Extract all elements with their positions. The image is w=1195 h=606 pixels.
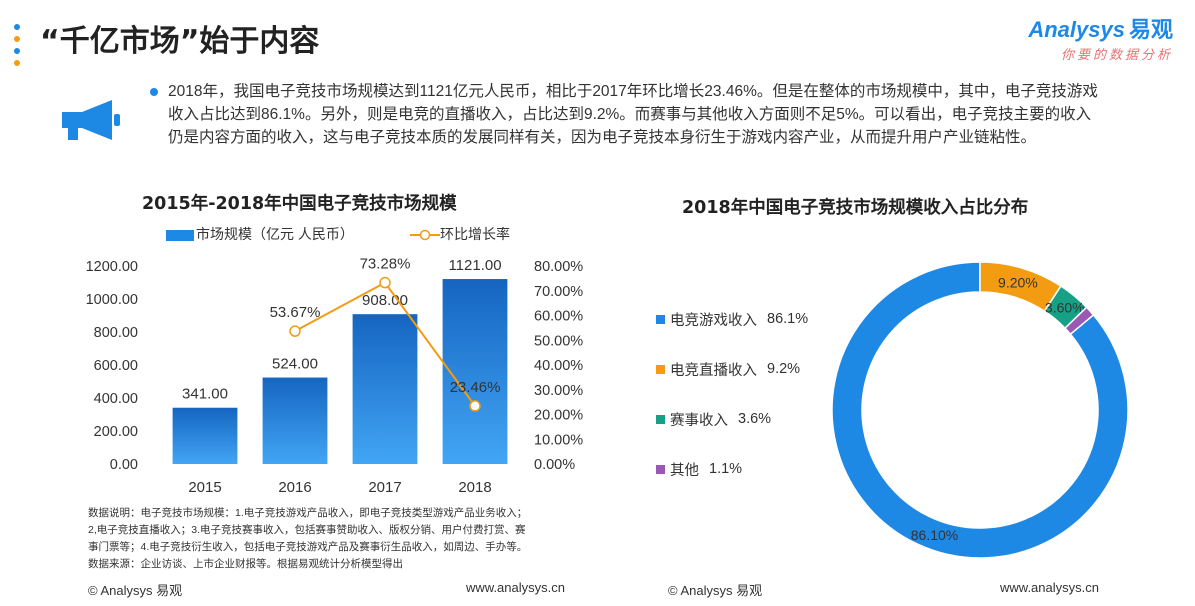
donut-chart: 86.10% 9.20% 3.60%	[831, 261, 1129, 559]
legend-swatch	[656, 464, 665, 474]
summary-text: 2018年，我国电子竞技市场规模达到1121亿元人民币，相比于2017年环比增长…	[168, 83, 1098, 146]
pie-legend-item: 电竞游戏收入 86.1%	[656, 294, 808, 344]
legend-value: 3.6%	[738, 411, 772, 427]
note-line: 数据说明：电子竞技市场规模：1.电子竞技游戏产品收入，即电子竞技类型游戏产品业务…	[88, 507, 528, 519]
y2-tick-label: 70.00%	[534, 284, 583, 300]
legend-label: 电竞游戏收入	[670, 312, 757, 329]
decorative-dots	[14, 24, 22, 72]
brand-name: Analysys	[1028, 17, 1125, 42]
page-title: “千亿市场”始于内容	[40, 24, 320, 59]
y2-tick-label: 30.00%	[534, 383, 583, 399]
bar	[262, 377, 328, 464]
brand-slogan: 你要的数据分析	[1060, 47, 1173, 62]
megaphone-icon	[62, 100, 120, 140]
line-point	[379, 276, 391, 289]
bar-data-label: 1121.00	[448, 257, 501, 274]
bar-legend-label: 市场规模（亿元 人民币）	[196, 226, 354, 242]
y-tick-label: 0.00	[110, 457, 138, 473]
footer-copyright-right: © Analysys 易观	[668, 583, 763, 598]
data-notes: 数据说明：电子竞技市场规模：1.电子竞技游戏产品收入，即电子竞技类型游戏产品业务…	[88, 505, 578, 573]
slice-label: 3.60%	[1045, 300, 1085, 316]
line-legend-label: 环比增长率	[440, 226, 510, 242]
bar-data-label: 524.00	[272, 356, 318, 373]
bar-data-label: 908.00	[362, 292, 408, 309]
bar	[172, 407, 238, 464]
y2-tick-label: 50.00%	[534, 333, 583, 349]
legend-swatch	[656, 314, 665, 324]
footer-url-right: www.analysys.cn	[1000, 580, 1099, 595]
note-line: 数据来源：企业访谈、上市企业财报等。根据易观统计分析模型得出	[88, 558, 403, 570]
y2-tick-label: 40.00%	[534, 358, 583, 374]
summary-paragraph: 2018年，我国电子竞技市场规模达到1121亿元人民币，相比于2017年环比增长…	[150, 80, 1098, 149]
line-point	[289, 325, 301, 337]
line-data-label: 73.28%	[360, 256, 411, 273]
line-data-label: 23.46%	[450, 379, 501, 396]
bullet-icon	[150, 88, 158, 96]
bar	[352, 314, 418, 464]
legend-value: 9.2%	[767, 361, 801, 377]
legend-swatch	[656, 414, 665, 424]
y-tick-label: 400.00	[94, 391, 138, 407]
dot	[14, 60, 20, 66]
y-tick-label: 200.00	[94, 424, 138, 440]
bar-chart-title: 2015年-2018年中国电子竞技市场规模	[142, 194, 457, 214]
y-tick-label: 800.00	[94, 325, 138, 341]
pie-legend-item: 赛事收入 3.6%	[656, 394, 808, 444]
pie-legend-item: 其他 1.1%	[656, 444, 808, 494]
y2-tick-label: 20.00%	[534, 408, 583, 424]
y2-tick-label: 0.00%	[534, 457, 575, 473]
slice-label: 86.10%	[911, 527, 958, 543]
dot	[14, 24, 20, 30]
dot	[14, 48, 20, 54]
note-line: 2,电子竞技直播收入；3.电子竞技赛事收入，包括赛事赞助收入、版权分销、用户付费…	[88, 524, 526, 536]
bar-legend-swatch	[166, 229, 194, 241]
line-data-label: 53.67%	[270, 304, 321, 321]
y-tick-label: 1000.00	[86, 292, 138, 308]
legend-value: 1.1%	[709, 461, 743, 477]
bar-chart: 0.00 200.00 400.00 600.00 800.00 1000.00 1200.…	[86, 256, 584, 496]
legend-swatch	[656, 364, 665, 374]
slice-label: 9.20%	[998, 275, 1038, 291]
bar-data-label: 341.00	[182, 386, 228, 403]
line-legend-item: 环比增长率	[410, 224, 510, 244]
legend-label: 赛事收入	[670, 412, 728, 429]
bar-legend-item: 市场规模（亿元 人民币）	[166, 224, 354, 244]
legend-label: 其他	[670, 462, 699, 479]
legend-label: 电竞直播收入	[670, 362, 757, 379]
brand-name-cn: 易观	[1128, 17, 1173, 42]
x-tick-label: 2018	[458, 479, 491, 496]
pie-legend: 电竞游戏收入 86.1% 电竞直播收入 9.2% 赛事收入 3.6% 其他 1.…	[656, 294, 808, 494]
donut-slice	[831, 261, 1129, 559]
x-tick-label: 2017	[368, 479, 401, 496]
y2-tick-label: 10.00%	[534, 432, 583, 448]
pie-legend-item: 电竞直播收入 9.2%	[656, 344, 808, 394]
bar	[442, 279, 508, 464]
footer-copyright-left: © Analysys 易观	[88, 583, 183, 598]
y2-tick-label: 80.00%	[534, 259, 583, 275]
x-tick-label: 2016	[278, 479, 311, 496]
donut-slice	[1063, 306, 1095, 336]
dot	[14, 36, 20, 42]
pie-chart-title: 2018年中国电子竞技市场规模收入占比分布	[682, 198, 1029, 218]
note-line: 事门票等；4.电子竞技衍生收入，包括电子竞技游戏产品及赛事衍生品收入，如周边、手…	[88, 541, 528, 553]
legend-value: 86.1%	[767, 311, 809, 327]
footer-url-left: www.analysys.cn	[466, 580, 565, 595]
y2-tick-label: 60.00%	[534, 309, 583, 325]
y-tick-label: 1200.00	[86, 259, 138, 275]
brand-logo: Analysys 易观 你要的数据分析	[1028, 12, 1173, 63]
line-legend-swatch	[410, 230, 440, 241]
y-tick-label: 600.00	[94, 358, 138, 374]
line-point	[469, 400, 481, 412]
x-tick-label: 2015	[188, 479, 221, 496]
